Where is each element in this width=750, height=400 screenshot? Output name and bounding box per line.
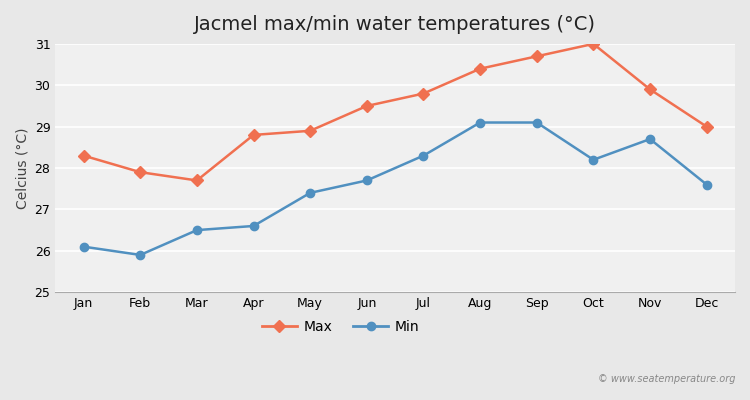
- Title: Jacmel max/min water temperatures (°C): Jacmel max/min water temperatures (°C): [194, 15, 596, 34]
- Text: © www.seatemperature.org: © www.seatemperature.org: [598, 374, 735, 384]
- Y-axis label: Celcius (°C): Celcius (°C): [15, 127, 29, 209]
- Legend: Max, Min: Max, Min: [256, 315, 425, 340]
